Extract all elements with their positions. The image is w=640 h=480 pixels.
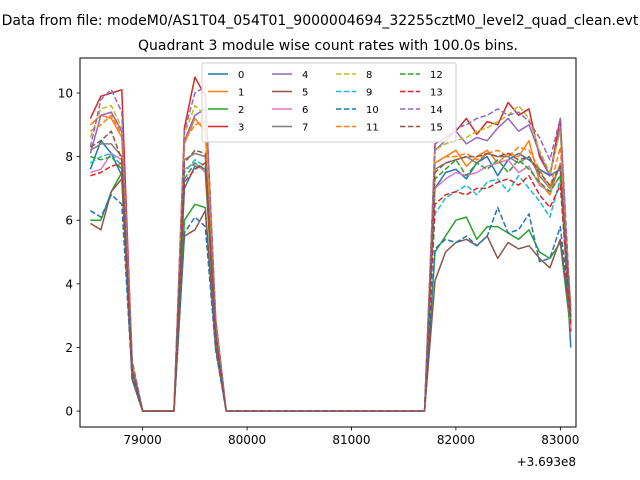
legend-label-15: 15 bbox=[430, 123, 443, 134]
legend-label-14: 14 bbox=[430, 105, 443, 116]
legend-label-1: 1 bbox=[238, 88, 244, 99]
y-tick-label: 8 bbox=[65, 150, 73, 164]
legend-label-13: 13 bbox=[430, 88, 443, 99]
x-tick-label: 80000 bbox=[228, 433, 266, 447]
series-layer bbox=[89, 76, 572, 412]
y-axis: 0 2 4 6 8 10 bbox=[58, 86, 80, 419]
x-tick-label: 79000 bbox=[124, 433, 162, 447]
legend-label-11: 11 bbox=[366, 123, 379, 134]
axes-frame bbox=[79, 57, 577, 428]
x-tick-label: 83000 bbox=[541, 433, 579, 447]
legend-box bbox=[201, 62, 457, 143]
legend-label-9: 9 bbox=[366, 88, 372, 99]
plot-area bbox=[79, 57, 577, 428]
y-tick-label: 4 bbox=[65, 277, 73, 291]
y-tick-label: 6 bbox=[65, 214, 73, 228]
series-line-14 bbox=[89, 85, 572, 412]
legend-label-0: 0 bbox=[238, 70, 244, 81]
legend-label-4: 4 bbox=[302, 70, 308, 81]
x-tick-label: 81000 bbox=[332, 433, 370, 447]
legend-label-3: 3 bbox=[238, 123, 244, 134]
y-tick-label: 0 bbox=[65, 405, 73, 419]
x-axis: 79000 80000 81000 82000 83000 bbox=[124, 427, 579, 447]
x-tick-label: 82000 bbox=[437, 433, 475, 447]
y-tick-label: 10 bbox=[58, 86, 73, 100]
chart-title: Quadrant 3 module wise count rates with … bbox=[138, 38, 518, 54]
series-line-12 bbox=[90, 155, 572, 412]
legend-label-12: 12 bbox=[430, 70, 443, 81]
y-tick-label: 2 bbox=[65, 341, 73, 355]
legend-label-6: 6 bbox=[302, 105, 308, 116]
legend-label-8: 8 bbox=[366, 70, 372, 81]
legend-label-5: 5 bbox=[302, 88, 308, 99]
legend-label-7: 7 bbox=[302, 123, 308, 134]
legend-label-10: 10 bbox=[366, 105, 379, 116]
legend-label-2: 2 bbox=[238, 105, 244, 116]
x-axis-offset-label: +3.693e8 bbox=[517, 455, 576, 469]
series-line-15 bbox=[90, 130, 572, 412]
figure-suptitle: Data from file: modeM0/AS1T04_054T01_900… bbox=[2, 13, 639, 29]
